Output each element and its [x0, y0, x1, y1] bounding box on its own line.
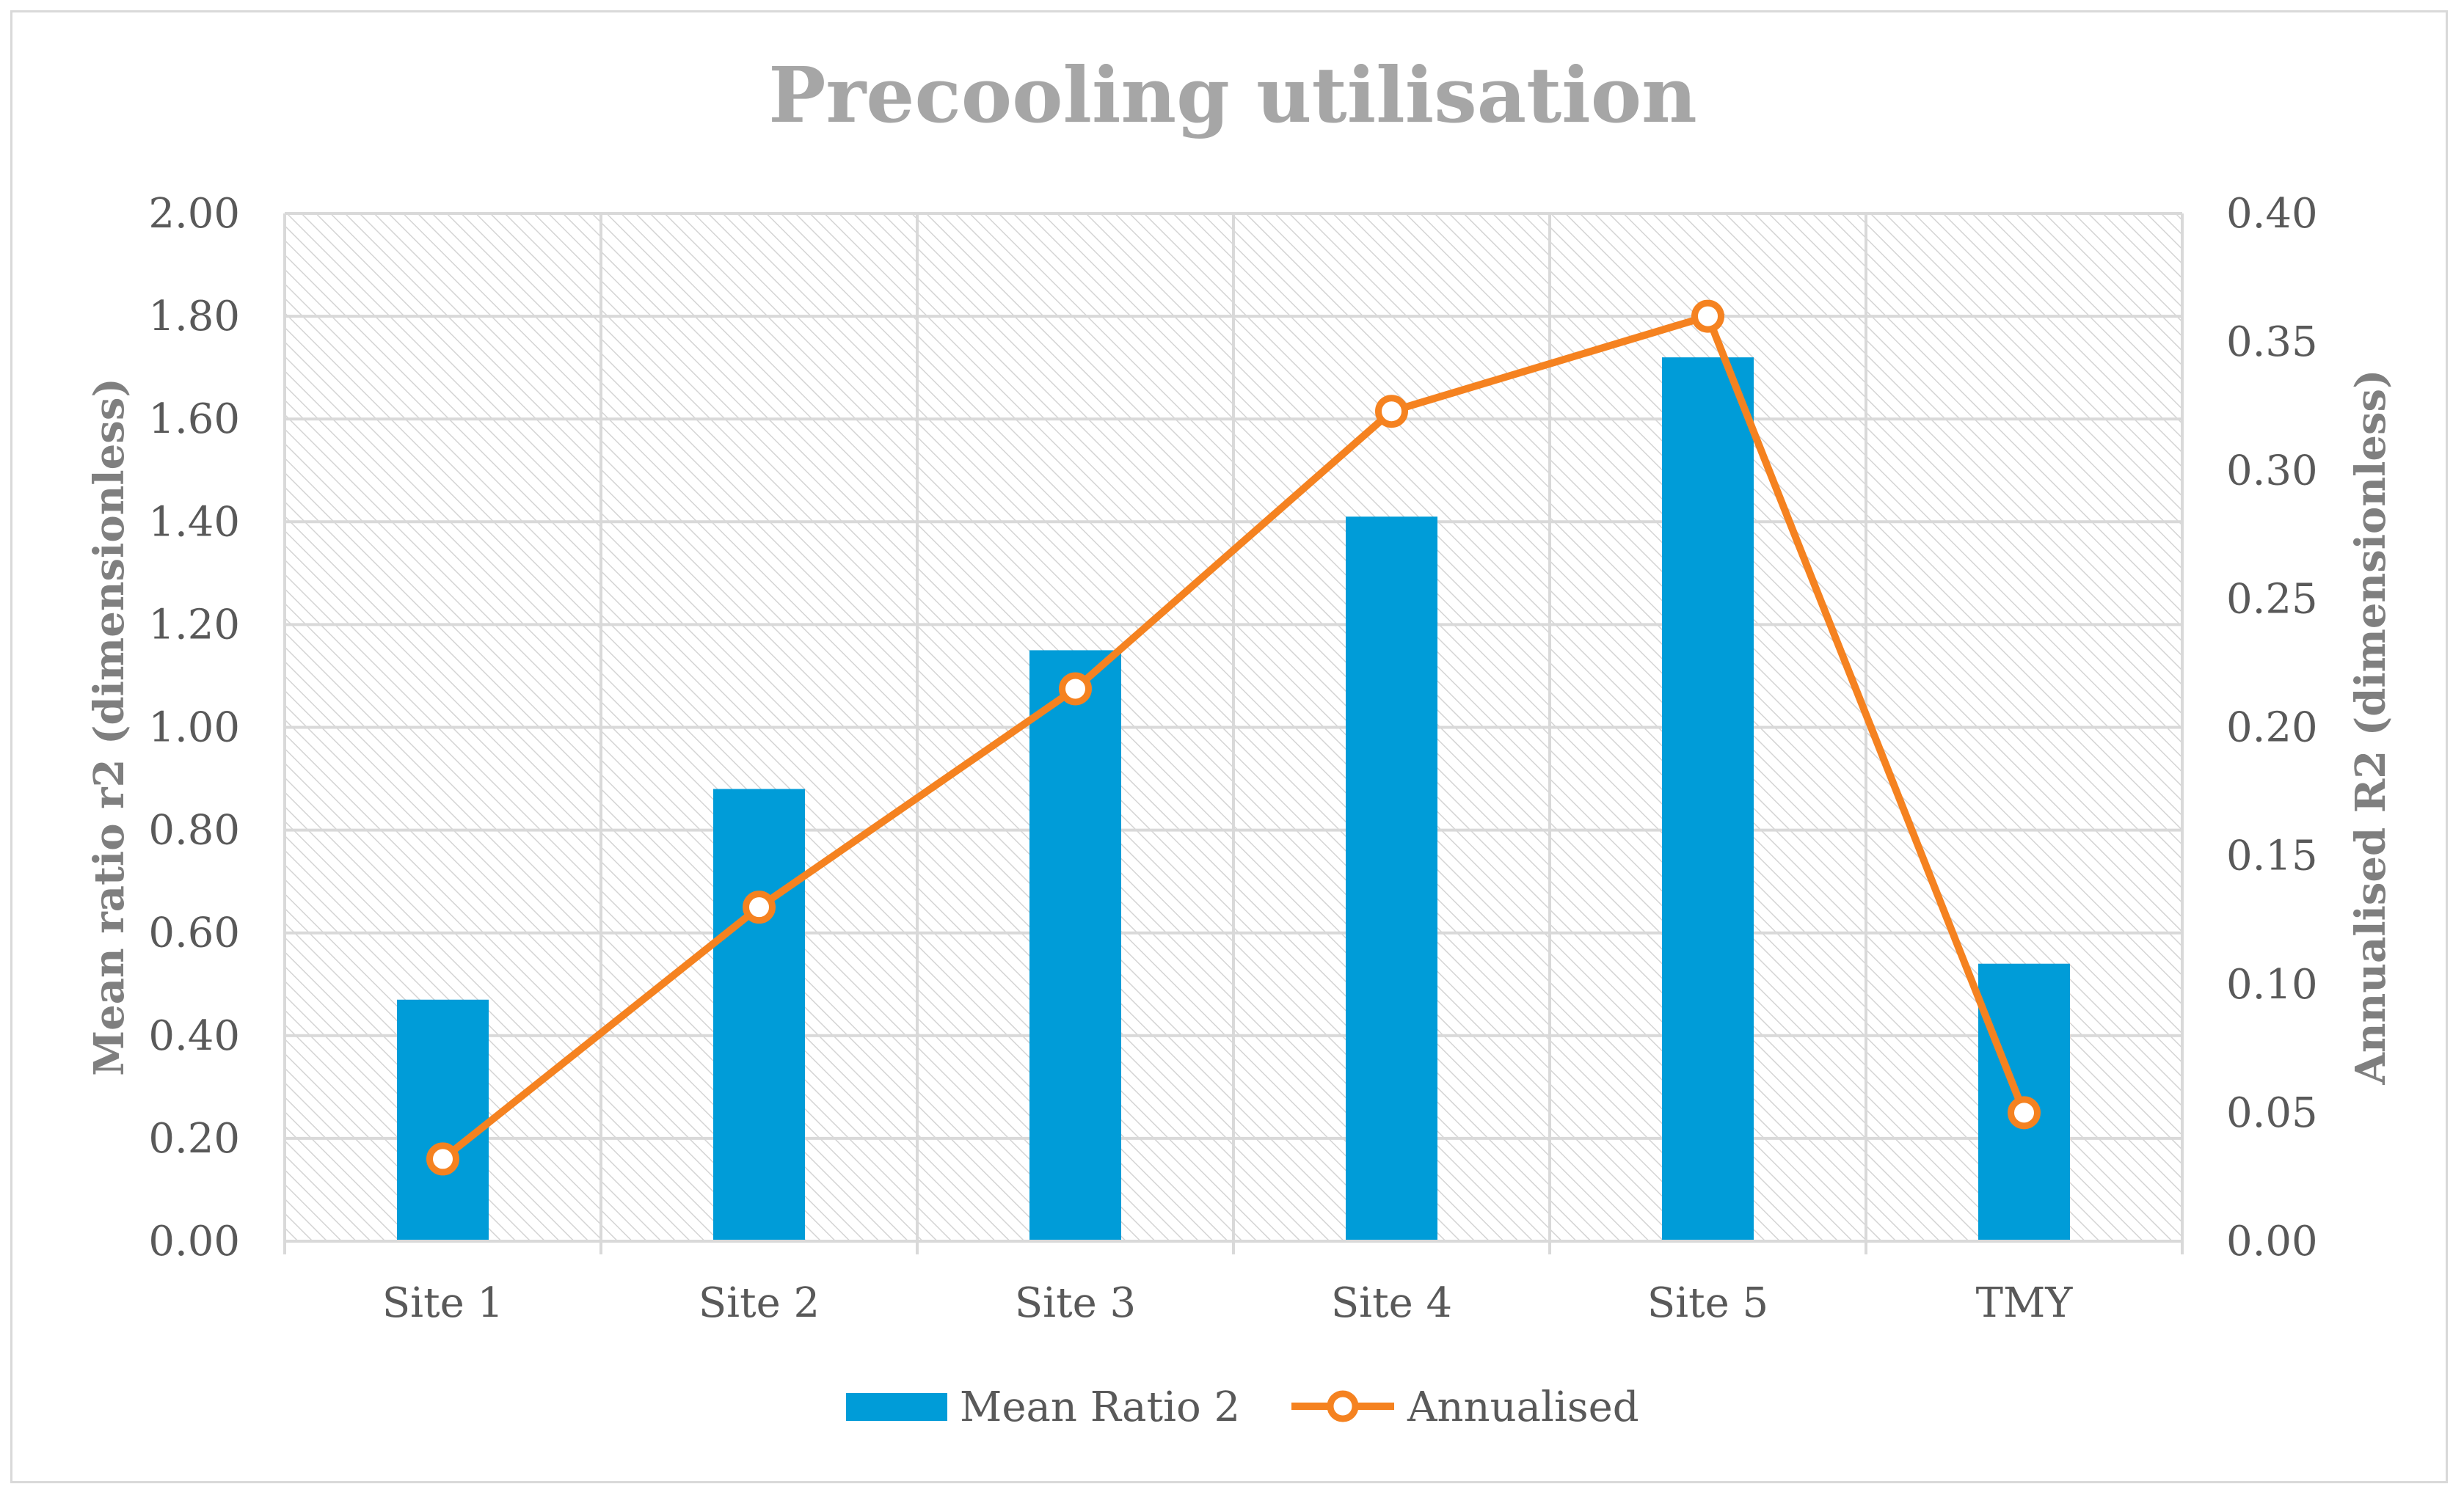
right-tick-label: 0.40 [2226, 190, 2318, 238]
left-tick-label: 1.40 [148, 498, 240, 546]
left-axis-ticks: 0.00 0.20 0.40 0.60 0.80 1.00 1.20 1.40 1.60 1.80… [148, 190, 240, 1265]
right-tick-label: 0.20 [2226, 704, 2318, 752]
legend-swatch-marker [1327, 1390, 1359, 1422]
right-tick-label: 0.00 [2226, 1218, 2318, 1265]
point-site-5 [1691, 299, 1724, 333]
right-tick-label: 0.30 [2226, 447, 2318, 494]
chart-title: Precooling utilisation [768, 50, 1696, 140]
legend: Mean Ratio 2 Annualised [846, 1383, 1639, 1431]
axes [283, 1240, 2184, 1254]
gridlines [283, 212, 2184, 1241]
bar-site-2 [713, 789, 805, 1241]
right-tick-label: 0.35 [2226, 318, 2318, 366]
category-label: Site 5 [1647, 1279, 1768, 1327]
line-series [426, 299, 2041, 1176]
right-axis-title: Annualised R2 (dimensionless) [2347, 369, 2395, 1085]
point-site-2 [743, 891, 776, 924]
point-site-3 [1059, 672, 1092, 706]
right-tick-label: 0.25 [2226, 575, 2318, 623]
bar-site-1 [397, 999, 489, 1241]
right-tick-label: 0.15 [2226, 833, 2318, 880]
left-tick-label: 0.00 [148, 1218, 240, 1265]
line-annualised [440, 312, 2028, 1162]
left-tick-label: 1.20 [148, 601, 240, 648]
legend-label-bar: Mean Ratio 2 [960, 1383, 1240, 1431]
left-tick-label: 0.20 [148, 1115, 240, 1163]
left-tick-label: 0.60 [148, 910, 240, 957]
left-tick-label: 1.60 [148, 395, 240, 443]
right-tick-label: 0.05 [2226, 1089, 2318, 1137]
legend-label-line: Annualised [1407, 1383, 1639, 1431]
category-label: Site 2 [699, 1279, 820, 1327]
left-tick-label: 0.80 [148, 807, 240, 855]
left-tick-label: 0.40 [148, 1012, 240, 1060]
point-site-4 [1375, 395, 1408, 428]
bar-site-5 [1662, 357, 1754, 1241]
left-tick-label: 1.80 [148, 293, 240, 340]
category-label: TMY [1976, 1279, 2074, 1327]
left-tick-label: 1.00 [148, 704, 240, 752]
left-axis-title: Mean ratio r2 (dimensionless) [85, 378, 134, 1076]
category-axis-labels: Site 1 Site 2 Site 3 Site 4 Site 5 TMY [382, 1279, 2074, 1327]
legend-swatch-bar [846, 1393, 947, 1421]
category-label: Site 1 [382, 1279, 503, 1327]
point-tmy [2008, 1096, 2041, 1130]
right-tick-label: 0.10 [2226, 961, 2318, 1009]
right-axis-ticks: 0.00 0.05 0.10 0.15 0.20 0.25 0.30 0.35 0.40 [2226, 190, 2318, 1265]
category-label: Site 3 [1015, 1279, 1136, 1327]
category-label: Site 4 [1331, 1279, 1452, 1327]
left-tick-label: 2.00 [148, 190, 240, 238]
bar-site-3 [1029, 650, 1121, 1241]
point-site-1 [426, 1142, 459, 1176]
bar-site-4 [1346, 516, 1437, 1241]
